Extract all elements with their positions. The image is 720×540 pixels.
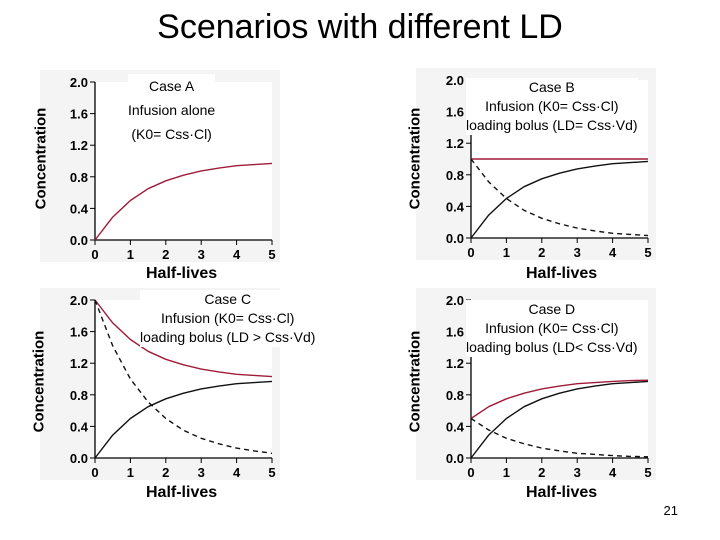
y-axis-label: Concentration bbox=[30, 330, 48, 433]
caption-line: Case B bbox=[528, 79, 575, 95]
series-line-1 bbox=[470, 379, 649, 420]
y-axis-label: Concentration bbox=[406, 330, 424, 433]
caption-line: loading bolus (LD > Css·Vd) bbox=[140, 329, 316, 345]
y-tick-label: 2.0 bbox=[70, 293, 88, 308]
series-line-2 bbox=[94, 380, 273, 459]
y-tick-label: 0.4 bbox=[446, 199, 465, 214]
x-tick-label: 3 bbox=[198, 247, 205, 262]
chart-panel-b: 0.0 0.4 0.8 1.2 1.6 2.0 0 1 2 3 4 5 Concentration H… bbox=[396, 68, 656, 283]
series-line-2 bbox=[470, 160, 649, 239]
y-tick-label: 2.0 bbox=[70, 75, 88, 90]
caption-line: loading bolus (LD< Css·Vd) bbox=[466, 339, 638, 355]
x-tick-label: 3 bbox=[574, 465, 581, 480]
y-tick-label: 0.8 bbox=[446, 168, 464, 183]
chart-caption: Case B Infusion (K0= Css·Cl) loading bol… bbox=[466, 78, 638, 135]
chart-panel-a: 0.0 0.4 0.8 1.2 1.6 2.0 0 1 2 3 4 5 Concentration H… bbox=[20, 70, 280, 283]
caption-line: Infusion alone bbox=[128, 102, 216, 118]
x-tick-label: 4 bbox=[233, 465, 241, 480]
y-tick-label: 1.6 bbox=[70, 107, 88, 122]
y-tick-label: 0.8 bbox=[70, 388, 88, 403]
x-tick-label: 5 bbox=[644, 465, 651, 480]
series-line-1 bbox=[94, 162, 273, 241]
y-tick-label: 2.0 bbox=[446, 73, 464, 88]
caption-line: loading bolus (LD= Css·Vd) bbox=[466, 117, 638, 133]
y-tick-label: 1.2 bbox=[70, 356, 88, 371]
x-tick-label: 2 bbox=[538, 245, 545, 260]
x-tick-label: 2 bbox=[538, 465, 545, 480]
chart-caption: Case A Infusion alone (K0= Css·Cl) bbox=[128, 74, 216, 146]
x-tick-label: 1 bbox=[127, 247, 134, 262]
caption-line: Infusion (K0= Css·Cl) bbox=[485, 98, 619, 114]
y-tick-label: 1.6 bbox=[446, 105, 464, 120]
y-tick-label: 0.4 bbox=[446, 419, 465, 434]
caption-line: Case C bbox=[204, 291, 252, 307]
y-axis-label: Concentration bbox=[32, 107, 50, 210]
y-tick-label: 1.2 bbox=[446, 136, 464, 151]
y-tick-label: 0.0 bbox=[446, 451, 464, 466]
x-tick-label: 4 bbox=[233, 247, 241, 262]
x-axis-label: Half-lives bbox=[522, 265, 602, 283]
y-tick-label: 0.4 bbox=[70, 419, 89, 434]
series-line-3 bbox=[470, 158, 649, 237]
x-tick-label: 0 bbox=[467, 245, 474, 260]
y-tick-label: 0.4 bbox=[70, 201, 89, 216]
x-tick-label: 3 bbox=[198, 465, 205, 480]
caption-line: (K0= Css·Cl) bbox=[131, 126, 212, 142]
series-line-3 bbox=[470, 417, 649, 458]
x-tick-label: 0 bbox=[91, 465, 98, 480]
caption-line: Infusion (K0= Css·Cl) bbox=[161, 310, 295, 326]
x-tick-label: 5 bbox=[268, 247, 275, 262]
slide-number: 21 bbox=[663, 503, 678, 518]
x-tick-label: 5 bbox=[644, 245, 651, 260]
x-tick-label: 2 bbox=[162, 465, 169, 480]
y-tick-label: 1.2 bbox=[446, 356, 464, 371]
y-tick-label: 0.0 bbox=[70, 451, 88, 466]
y-tick-label: 0.8 bbox=[70, 170, 88, 185]
chart-panel-d: 0.0 0.4 0.8 1.2 1.6 2.0 0 1 2 3 4 5 Concentration H… bbox=[396, 288, 656, 502]
x-tick-label: 1 bbox=[127, 465, 134, 480]
x-tick-label: 3 bbox=[574, 245, 581, 260]
caption-line: Infusion (K0= Css·Cl) bbox=[485, 320, 619, 336]
chart-caption: Case D Infusion (K0= Css·Cl) loading bol… bbox=[466, 300, 638, 357]
series-line-2 bbox=[470, 380, 649, 459]
y-tick-label: 2.0 bbox=[446, 293, 464, 308]
x-tick-label: 1 bbox=[503, 465, 510, 480]
caption-line: Case D bbox=[528, 301, 576, 317]
y-tick-label: 1.6 bbox=[446, 325, 464, 340]
series-line-1 bbox=[94, 299, 273, 378]
chart-caption: Case C Infusion (K0= Css·Cl) loading bol… bbox=[140, 290, 316, 347]
x-axis-label: Half-lives bbox=[522, 484, 602, 502]
caption-line: Case A bbox=[149, 78, 195, 94]
slide-title: Scenarios with different LD bbox=[157, 8, 563, 46]
y-tick-label: 0.0 bbox=[446, 231, 464, 246]
x-axis-label: Half-lives bbox=[142, 484, 222, 502]
x-tick-label: 4 bbox=[609, 465, 617, 480]
y-axis-label: Concentration bbox=[406, 107, 424, 210]
y-tick-label: 0.8 bbox=[446, 388, 464, 403]
x-tick-label: 4 bbox=[609, 245, 617, 260]
y-tick-label: 1.6 bbox=[70, 325, 88, 340]
x-tick-label: 2 bbox=[162, 247, 169, 262]
series-line-3 bbox=[94, 299, 273, 454]
x-tick-label: 1 bbox=[503, 245, 510, 260]
x-tick-label: 0 bbox=[91, 247, 98, 262]
y-tick-label: 1.2 bbox=[70, 138, 88, 153]
x-axis-label: Half-lives bbox=[142, 265, 222, 283]
chart-panel-c: 0.0 0.4 0.8 1.2 1.6 2.0 0 1 2 3 4 5 Concentration H… bbox=[20, 288, 316, 502]
x-tick-label: 5 bbox=[268, 465, 275, 480]
x-tick-label: 0 bbox=[467, 465, 474, 480]
y-tick-label: 0.0 bbox=[70, 233, 88, 248]
